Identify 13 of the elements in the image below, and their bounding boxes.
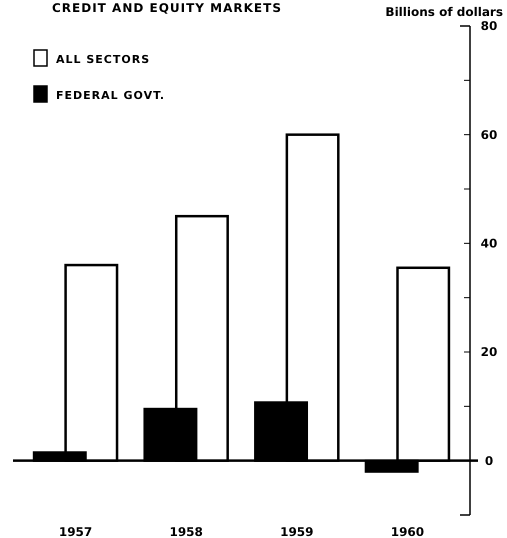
chart-title: CREDIT AND EQUITY MARKETS (52, 1, 282, 15)
x-tick-label: 1958 (169, 525, 203, 538)
x-tick-label: 1960 (390, 525, 424, 538)
x-tick-label: 1957 (58, 525, 92, 538)
y-tick-label: 60 (480, 128, 498, 142)
y-tick-label: 0 (484, 454, 494, 468)
legend-label: FEDERAL GOVT. (56, 89, 166, 102)
y-tick-label: 20 (480, 345, 498, 360)
y-tick-label: 80 (480, 19, 498, 34)
legend-label: ALL SECTORS (56, 53, 150, 66)
y-axis-title: Billions of dollars (385, 5, 503, 19)
y-tick-label: 40 (480, 236, 498, 251)
x-tick-label: 1959 (280, 525, 314, 538)
